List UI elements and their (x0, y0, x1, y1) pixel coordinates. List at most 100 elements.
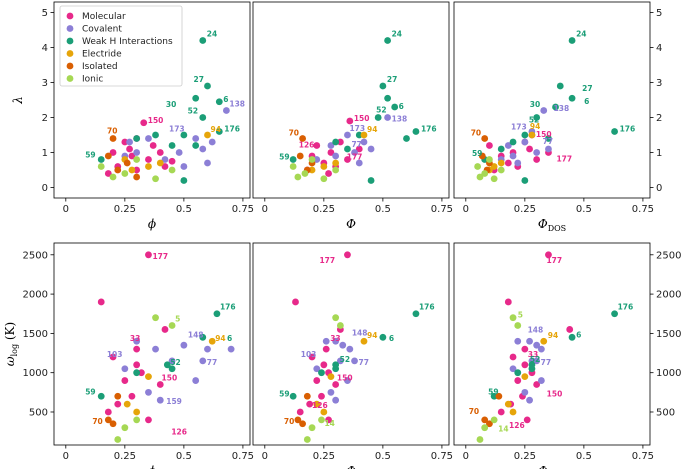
y-tick-label: 3 (42, 78, 48, 89)
point-ionic (109, 173, 117, 181)
point-electride (145, 373, 152, 381)
point-ionic (294, 173, 302, 181)
point-ionic (97, 163, 105, 170)
x-tick-label: 0.75 (232, 451, 254, 462)
point-annotation: 52 (340, 355, 350, 364)
point-annotation: 59 (85, 387, 95, 396)
point-covalent (537, 345, 545, 353)
point-covalent (126, 138, 133, 146)
y-tick-label: 500 (29, 407, 48, 418)
point-electride (490, 163, 498, 170)
point-molecular (109, 353, 117, 361)
point-annotation: 5 (518, 311, 523, 320)
point-annotation: 176 (620, 125, 636, 134)
point-weak-h-interactions (384, 37, 392, 44)
point-covalent (504, 142, 512, 149)
point-annotation: 77 (541, 358, 551, 367)
point-isolated (299, 135, 306, 142)
point-annotation: 30 (166, 100, 176, 109)
point-covalent (540, 107, 548, 114)
point-annotation: 150 (354, 114, 370, 123)
y-tick-label: 1000 (23, 368, 48, 379)
point-annotation: 176 (220, 303, 236, 312)
point-electride (528, 131, 536, 139)
point-covalent (526, 396, 533, 404)
point-annotation: 176 (419, 303, 435, 312)
point-molecular (133, 166, 141, 174)
point-annotation: 5 (175, 315, 180, 324)
point-molecular (156, 381, 164, 388)
point-molecular (104, 408, 112, 416)
point-ionic (476, 173, 484, 181)
point-weak-h-interactions (552, 103, 559, 111)
legend-marker-covalent (66, 25, 74, 32)
x-axis-label: Φ (346, 464, 356, 469)
point-annotation: 138 (554, 104, 570, 113)
point-annotation: 27 (387, 75, 397, 84)
point-molecular (296, 408, 304, 416)
point-annotation: 24 (392, 30, 402, 39)
point-weak-h-interactions (332, 138, 340, 146)
point-electride (123, 400, 131, 408)
point-isolated (114, 166, 122, 174)
point-ionic (481, 424, 489, 432)
point-weak-h-interactions (215, 128, 223, 135)
legend-marker-weak-h-interactions (66, 37, 74, 45)
y-tick-label: 4 (656, 43, 662, 54)
point-annotation: 14 (324, 419, 334, 428)
point-ionic (121, 170, 129, 177)
point-weak-h-interactions (204, 82, 211, 90)
plot-frame (53, 1, 251, 199)
x-tick-label: 0 (262, 204, 268, 215)
point-molecular (292, 298, 299, 306)
point-electride (327, 373, 335, 381)
point-molecular (121, 138, 129, 146)
point-annotation: 27 (193, 75, 203, 84)
point-weak-h-interactions (133, 135, 141, 142)
point-molecular (355, 145, 363, 153)
point-covalent (332, 396, 340, 404)
point-weak-h-interactions (379, 333, 387, 341)
point-covalent (180, 163, 188, 170)
point-ionic (133, 156, 141, 163)
point-molecular (509, 353, 517, 361)
point-molecular (114, 400, 122, 408)
x-tick-label: 0 (63, 451, 69, 462)
point-molecular (145, 251, 152, 259)
point-weak-h-interactions (318, 369, 325, 377)
point-electride (128, 166, 136, 174)
point-annotation: 33 (130, 334, 140, 343)
point-annotation: 6 (389, 334, 394, 343)
point-weak-h-interactions (163, 361, 171, 369)
point-covalent (175, 149, 183, 156)
point-ionic (152, 175, 159, 183)
point-annotation: 148 (352, 328, 368, 337)
plot-frame (453, 1, 651, 199)
point-molecular (497, 408, 505, 416)
point-annotation: 177 (347, 153, 363, 162)
point-covalent (161, 156, 169, 163)
point-ionic (490, 416, 498, 424)
point-covalent (339, 341, 347, 349)
point-covalent (313, 365, 321, 373)
point-covalent (208, 138, 216, 146)
point-electride (504, 400, 512, 408)
point-weak-h-interactions (568, 37, 576, 44)
point-weak-h-interactions (568, 333, 576, 341)
point-molecular (320, 361, 328, 369)
point-molecular (504, 298, 512, 306)
point-electride (509, 408, 517, 416)
point-isolated (495, 392, 503, 400)
point-ionic (152, 314, 159, 322)
point-weak-h-interactions (289, 156, 297, 163)
y-axis-label: ωlog (K) (3, 322, 19, 366)
point-ionic (490, 175, 498, 183)
point-covalent (344, 377, 351, 384)
point-annotation: 6 (399, 102, 404, 111)
point-covalent (313, 156, 321, 163)
x-tick-label: 0.75 (431, 451, 453, 462)
point-ionic (474, 163, 482, 170)
point-weak-h-interactions (97, 156, 105, 163)
